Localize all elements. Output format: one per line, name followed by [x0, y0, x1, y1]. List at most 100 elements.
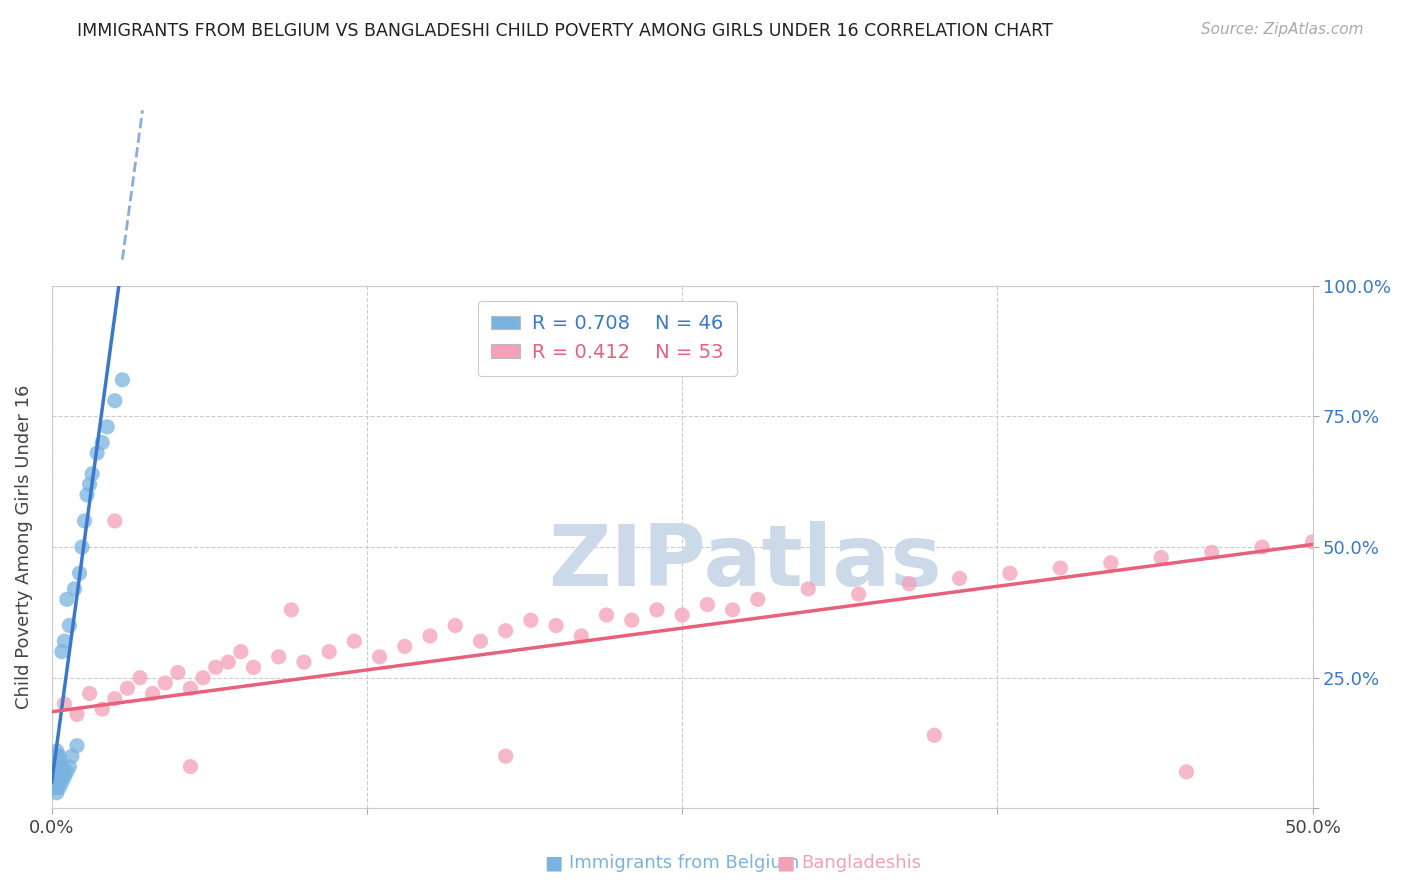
Point — [111, 373, 134, 387]
Point — [898, 576, 921, 591]
Point — [546, 618, 568, 632]
Point — [267, 649, 290, 664]
Point — [142, 686, 165, 700]
Text: ZIPatlas: ZIPatlas — [548, 521, 942, 604]
Point — [79, 686, 101, 700]
Point — [48, 770, 70, 784]
Point — [747, 592, 769, 607]
Point — [45, 759, 67, 773]
Point — [217, 655, 239, 669]
Point — [79, 477, 101, 491]
Point — [495, 624, 517, 638]
Point — [368, 649, 391, 664]
Point — [44, 780, 66, 795]
Point — [51, 770, 73, 784]
Point — [45, 749, 67, 764]
Point — [1201, 545, 1223, 559]
Point — [53, 770, 76, 784]
Point — [48, 759, 70, 773]
Point — [51, 759, 73, 773]
Point — [51, 775, 73, 789]
Point — [44, 775, 66, 789]
Point — [48, 775, 70, 789]
Point — [343, 634, 366, 648]
Point — [1251, 540, 1274, 554]
Point — [797, 582, 820, 596]
Text: ■: ■ — [544, 854, 562, 872]
Point — [620, 613, 643, 627]
Legend: R = 0.708    N = 46, R = 0.412    N = 53: R = 0.708 N = 46, R = 0.412 N = 53 — [478, 301, 737, 376]
Point — [48, 780, 70, 795]
Point — [948, 571, 970, 585]
Point — [444, 618, 467, 632]
Point — [44, 759, 66, 773]
Point — [242, 660, 264, 674]
Point — [645, 603, 668, 617]
Point — [96, 420, 118, 434]
Point — [155, 676, 177, 690]
Point — [66, 707, 89, 722]
Point — [44, 764, 66, 779]
Point — [1099, 556, 1122, 570]
Text: ■: ■ — [776, 854, 794, 872]
Point — [1175, 764, 1198, 779]
Point — [848, 587, 870, 601]
Point — [129, 671, 152, 685]
Point — [280, 603, 302, 617]
Point — [76, 488, 98, 502]
Point — [394, 640, 416, 654]
Point — [45, 764, 67, 779]
Point — [292, 655, 315, 669]
Point — [60, 749, 83, 764]
Point — [91, 435, 114, 450]
Point — [166, 665, 188, 680]
Point — [998, 566, 1021, 581]
Point — [91, 702, 114, 716]
Point — [58, 618, 80, 632]
Y-axis label: Child Poverty Among Girls Under 16: Child Poverty Among Girls Under 16 — [15, 384, 32, 709]
Point — [104, 514, 127, 528]
Point — [1150, 550, 1173, 565]
Point — [191, 671, 214, 685]
Point — [48, 755, 70, 769]
Point — [229, 645, 252, 659]
Point — [82, 467, 104, 481]
Point — [51, 645, 73, 659]
Point — [569, 629, 592, 643]
Point — [104, 393, 127, 408]
Point — [45, 770, 67, 784]
Point — [53, 764, 76, 779]
Point — [53, 697, 76, 711]
Point — [45, 744, 67, 758]
Point — [179, 681, 201, 696]
Point — [45, 775, 67, 789]
Point — [1302, 534, 1324, 549]
Point — [63, 582, 86, 596]
Point — [204, 660, 226, 674]
Point — [58, 759, 80, 773]
Point — [1049, 561, 1071, 575]
Point — [179, 759, 201, 773]
Point — [48, 749, 70, 764]
Text: Immigrants from Belgium: Immigrants from Belgium — [569, 855, 800, 872]
Text: Bangladeshis: Bangladeshis — [801, 855, 921, 872]
Point — [671, 608, 693, 623]
Point — [595, 608, 617, 623]
Point — [721, 603, 744, 617]
Text: IMMIGRANTS FROM BELGIUM VS BANGLADESHI CHILD POVERTY AMONG GIRLS UNDER 16 CORREL: IMMIGRANTS FROM BELGIUM VS BANGLADESHI C… — [77, 22, 1053, 40]
Point — [56, 764, 79, 779]
Point — [66, 739, 89, 753]
Point — [70, 540, 93, 554]
Point — [48, 764, 70, 779]
Point — [470, 634, 492, 648]
Point — [86, 446, 108, 460]
Point — [419, 629, 441, 643]
Point — [495, 749, 517, 764]
Point — [696, 598, 718, 612]
Point — [117, 681, 139, 696]
Point — [45, 786, 67, 800]
Point — [318, 645, 340, 659]
Point — [44, 770, 66, 784]
Point — [53, 634, 76, 648]
Text: Source: ZipAtlas.com: Source: ZipAtlas.com — [1201, 22, 1364, 37]
